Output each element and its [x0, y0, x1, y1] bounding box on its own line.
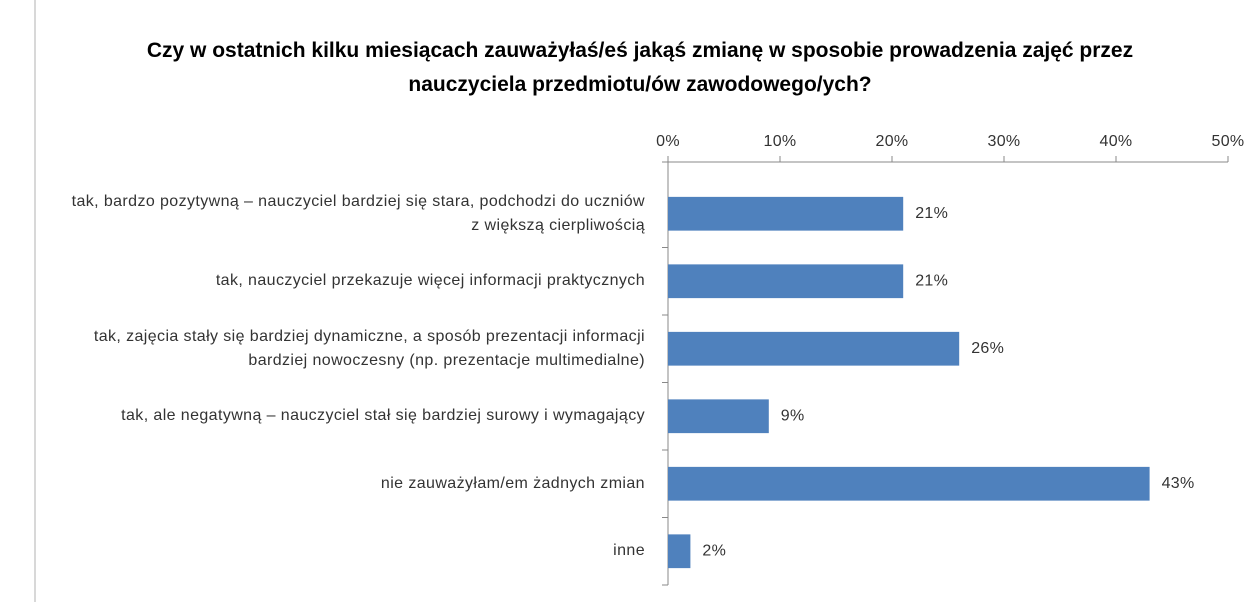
value-label: 21%	[915, 205, 948, 222]
bar	[668, 534, 691, 569]
y-tick-label: tak, ale negatywną – nauczyciel stał się…	[121, 407, 645, 425]
y-tick-label: inne	[613, 542, 645, 560]
value-label: 2%	[702, 542, 726, 559]
value-label: 43%	[1162, 475, 1195, 492]
y-tick-label: tak, bardzo pozytywną – nauczyciel bardz…	[71, 192, 645, 234]
x-tick-label: 50%	[1212, 133, 1245, 150]
value-label: 9%	[781, 407, 805, 424]
y-tick-label: tak, nauczyciel przekazuje więcej inform…	[215, 272, 645, 290]
x-tick-label: 0%	[656, 133, 680, 150]
y-tick-label: nie zauważyłam/em żadnych zmian	[380, 474, 645, 492]
y-tick-label: tak, zajęcia stały się bardziej dynamicz…	[93, 327, 645, 369]
bar	[668, 196, 904, 231]
bar	[668, 466, 1150, 501]
bar	[668, 264, 904, 299]
value-label: 26%	[971, 340, 1004, 357]
bar	[668, 399, 769, 434]
bar	[668, 331, 960, 366]
x-tick-label: 40%	[1100, 133, 1133, 150]
x-tick-label: 30%	[988, 133, 1021, 150]
x-tick-label: 10%	[764, 133, 797, 150]
x-tick-label: 20%	[876, 133, 909, 150]
value-label: 21%	[915, 272, 948, 289]
chart-title: Czy w ostatnich kilku miesiącach zauważy…	[146, 39, 1134, 96]
